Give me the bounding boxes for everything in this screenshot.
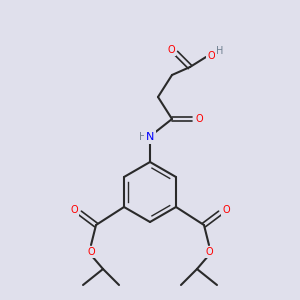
Text: O: O xyxy=(167,45,175,55)
Text: O: O xyxy=(87,247,95,257)
Text: N: N xyxy=(146,132,154,142)
Text: O: O xyxy=(222,205,230,215)
Text: O: O xyxy=(70,205,78,215)
Text: O: O xyxy=(195,114,203,124)
Text: O: O xyxy=(207,51,215,61)
Text: O: O xyxy=(205,247,213,257)
Text: H: H xyxy=(139,132,147,142)
Text: H: H xyxy=(216,46,224,56)
